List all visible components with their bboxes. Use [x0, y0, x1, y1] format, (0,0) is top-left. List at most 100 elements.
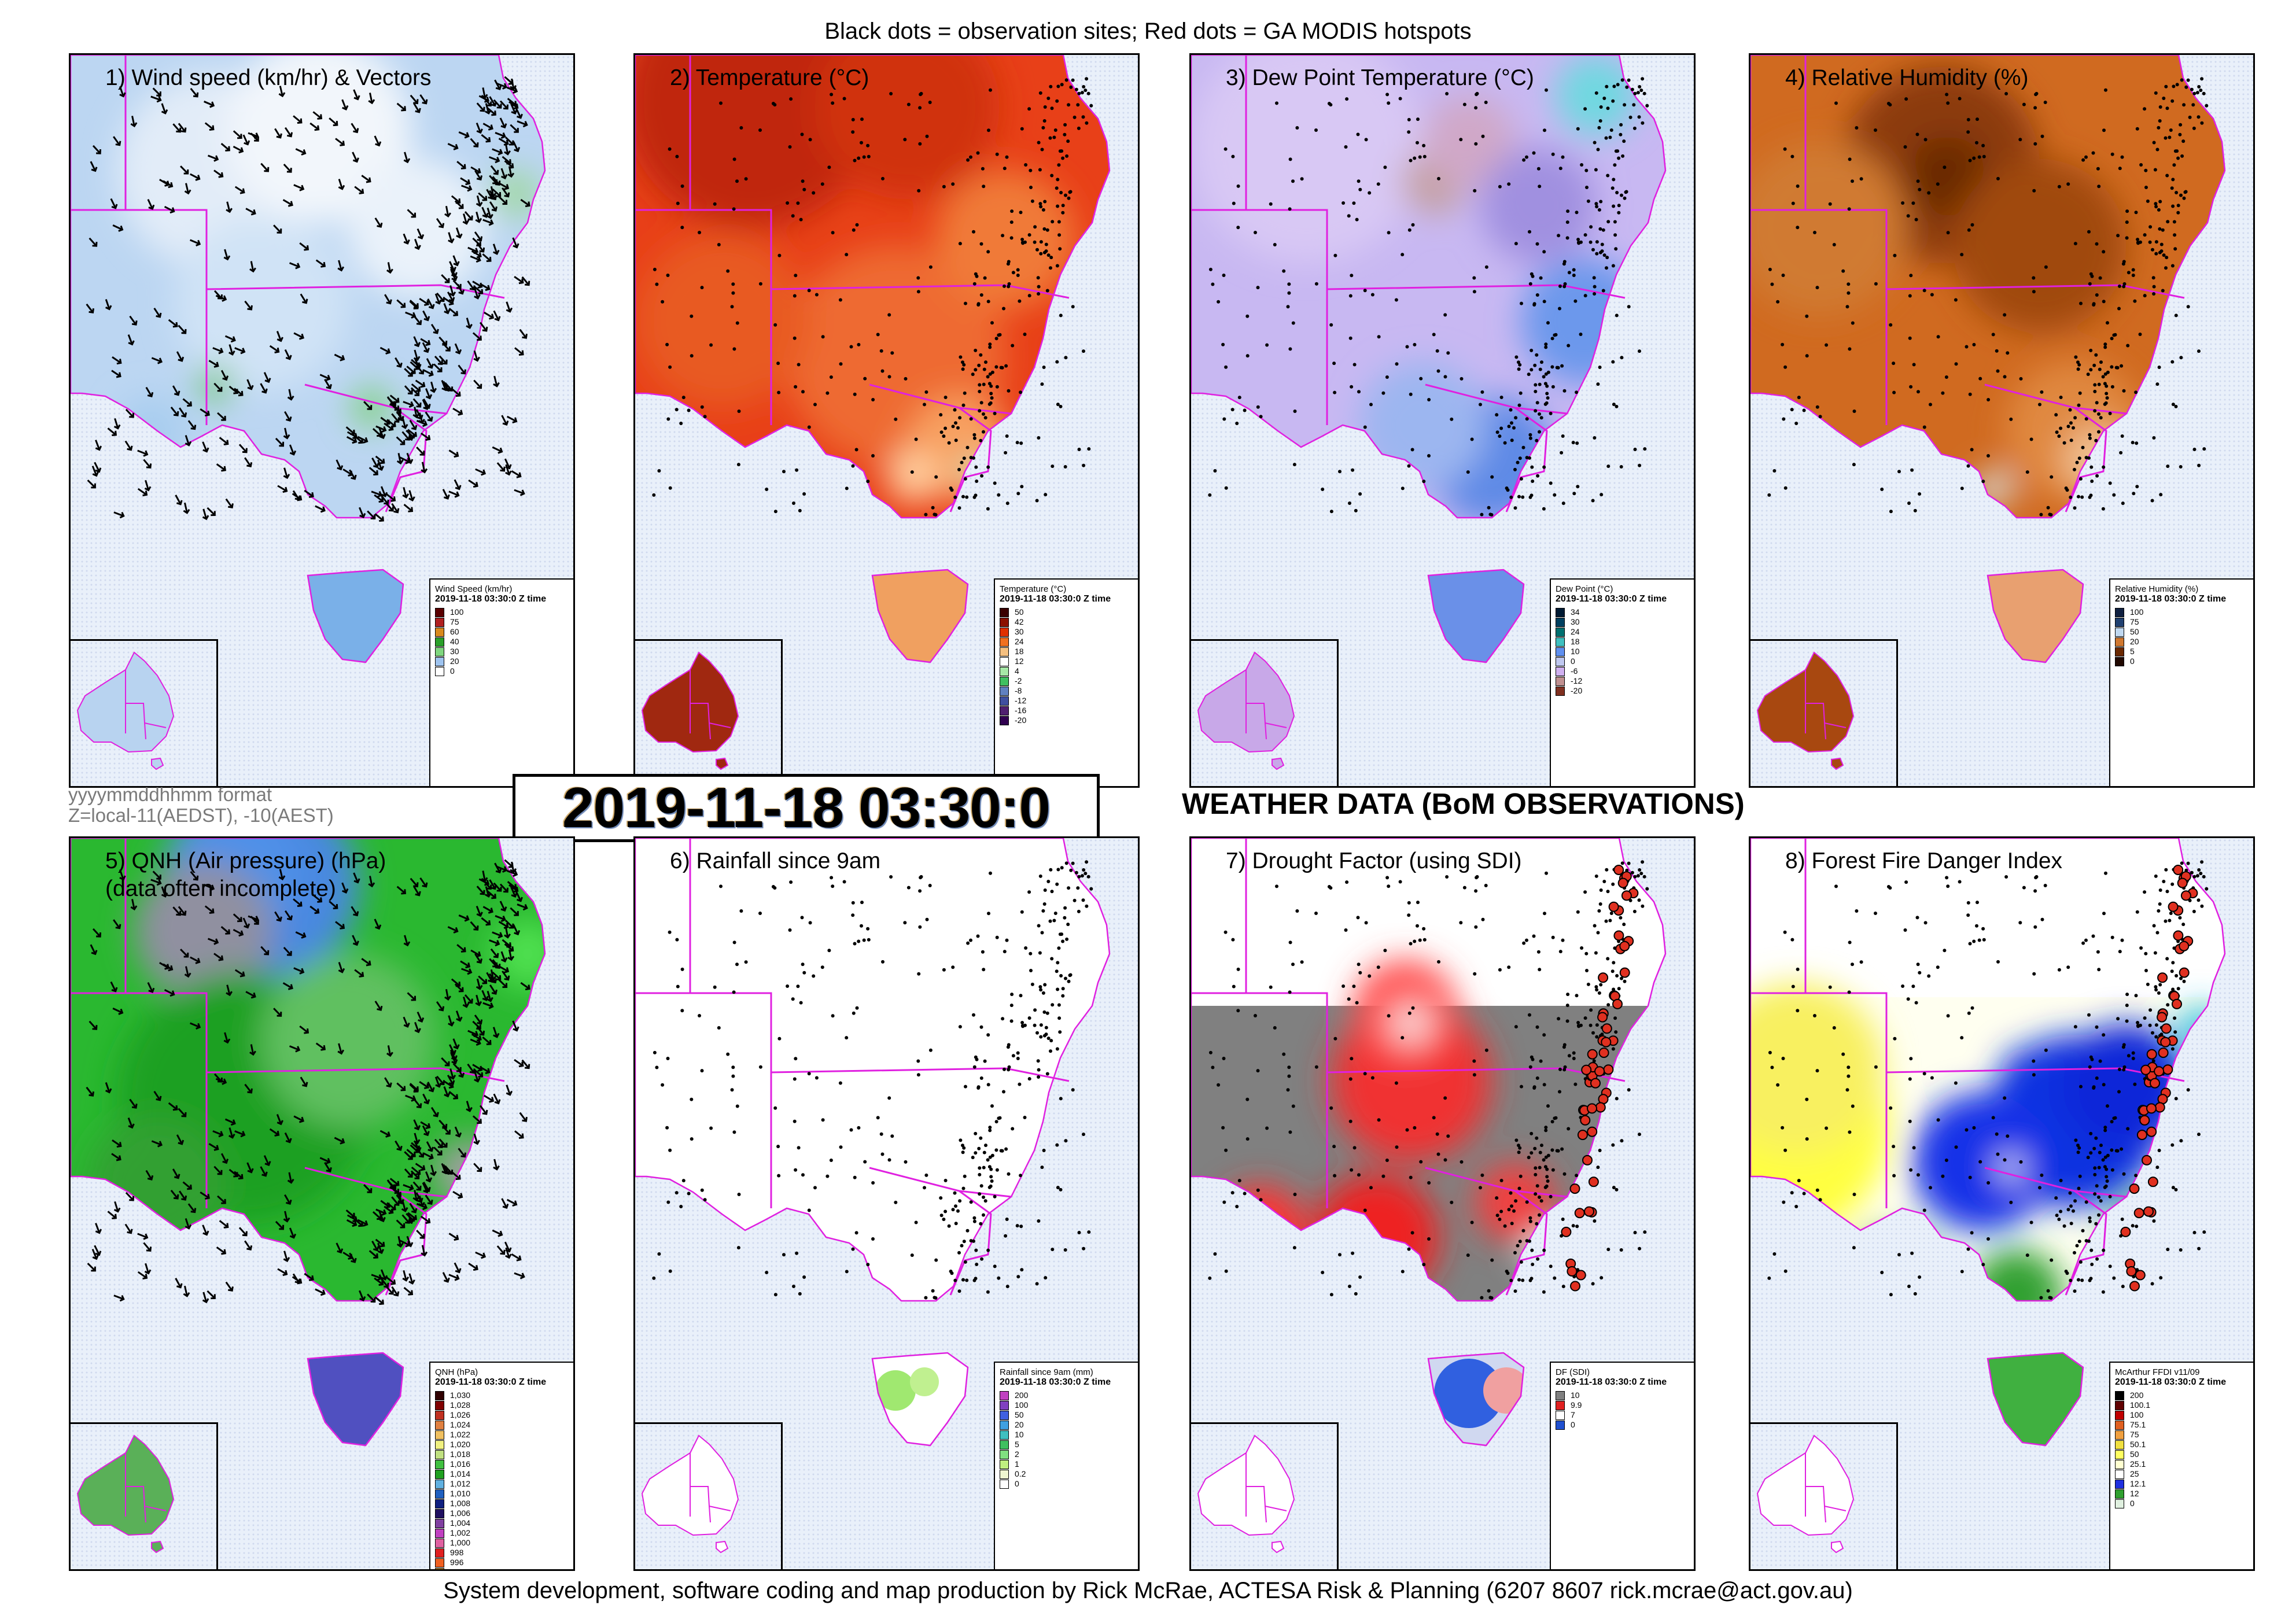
legend-item: 0.2	[1000, 1469, 1134, 1479]
data-field	[117, 396, 186, 466]
site-dot	[1851, 321, 1855, 325]
site-dot	[2110, 365, 2114, 369]
wind-vector	[425, 411, 433, 422]
site-dot	[1594, 168, 1598, 172]
site-dot	[1035, 1282, 1039, 1286]
site-dot	[1342, 201, 1346, 205]
site-dot	[1085, 860, 1089, 864]
wind-vector	[334, 1137, 345, 1145]
wind-vector	[391, 1286, 400, 1297]
site-dot	[976, 151, 980, 155]
site-dot	[2152, 924, 2156, 928]
coastline	[1987, 569, 2084, 663]
site-dot	[1534, 1172, 1538, 1176]
site-dot	[666, 274, 670, 277]
site-dot	[2199, 872, 2203, 876]
site-dot	[1534, 409, 1538, 413]
wind-vector	[163, 180, 174, 189]
wind-vector	[403, 1287, 414, 1296]
site-dot	[1975, 141, 1978, 145]
wind-vector	[112, 1139, 122, 1148]
legend-label: 18	[1571, 637, 1580, 646]
legend-swatch	[435, 1499, 444, 1508]
site-dot	[903, 921, 907, 925]
site-dot	[1089, 104, 1093, 108]
site-dot	[2066, 1208, 2070, 1212]
site-dot	[2159, 493, 2163, 497]
site-dot	[1623, 196, 1627, 200]
wind-vector	[411, 1166, 421, 1175]
site-dot	[1413, 1126, 1417, 1130]
site-dot	[1943, 949, 1947, 953]
site-dot	[1038, 168, 1042, 172]
wind-vector	[246, 379, 254, 390]
legend-item: 1,002	[435, 1528, 569, 1538]
wind-vector	[283, 946, 292, 956]
site-dot	[979, 1076, 983, 1080]
site-dot	[2044, 1048, 2048, 1052]
observation-sites	[652, 77, 1093, 517]
site-dot	[794, 1057, 798, 1061]
site-dot	[958, 1025, 962, 1029]
site-dot	[802, 492, 806, 496]
site-dot	[1535, 242, 1539, 246]
legend-swatch	[435, 1469, 444, 1479]
legend-item: 100	[2115, 607, 2249, 617]
site-dot	[1889, 1106, 1893, 1110]
site-dot	[1847, 291, 1851, 295]
legend-swatch	[435, 656, 444, 666]
wind-vector	[409, 419, 418, 430]
site-dot	[1533, 1146, 1537, 1150]
site-dot	[1409, 1175, 1413, 1179]
data-field	[134, 861, 273, 1000]
site-dot	[1543, 128, 1546, 132]
site-dot	[1435, 349, 1439, 353]
wind-vector	[90, 944, 98, 956]
site-dot	[1909, 274, 1913, 278]
site-dot	[1915, 916, 1919, 920]
wind-vector	[423, 398, 431, 410]
site-dot	[918, 106, 922, 110]
site-dot	[1561, 1285, 1565, 1289]
site-dot	[2102, 1083, 2106, 1087]
site-dot	[1043, 983, 1047, 987]
site-dot	[2040, 390, 2044, 394]
site-dot	[1033, 225, 1037, 229]
site-dot	[1522, 941, 1526, 945]
legend-item: 996	[435, 1558, 569, 1567]
site-dot	[1519, 391, 1523, 395]
legend-swatch	[1556, 627, 1565, 637]
legend-label: 1,030	[450, 1390, 471, 1400]
date-format-note: yyyymmddhhmm format Z=local-11(AEDST), -…	[68, 784, 334, 826]
site-dot	[1038, 985, 1042, 989]
site-dot	[1636, 91, 1640, 95]
wind-vector	[175, 1278, 183, 1289]
site-dot	[1535, 1076, 1539, 1080]
site-dot	[1480, 1173, 1484, 1177]
site-dot	[1546, 1104, 1550, 1108]
hotspot-dot	[1608, 901, 1619, 912]
site-dot	[2032, 972, 2036, 976]
wind-vector	[391, 503, 400, 514]
wind-vector	[371, 1274, 382, 1281]
site-dot	[924, 1296, 928, 1300]
site-dot	[2179, 193, 2183, 197]
site-dot	[1612, 961, 1616, 965]
site-dot	[1029, 168, 1033, 172]
hotspot-dot	[2146, 1049, 2157, 1060]
site-dot	[666, 1057, 670, 1060]
site-dot	[963, 1174, 967, 1178]
site-dot	[2032, 189, 2036, 193]
site-dot	[1615, 404, 1619, 408]
site-dot	[1003, 167, 1007, 171]
legend-swatch	[435, 1449, 444, 1459]
site-dot	[1082, 349, 1085, 353]
site-dot	[2172, 84, 2176, 88]
site-dot	[2103, 342, 2107, 346]
site-dot	[2022, 102, 2026, 106]
site-dot	[1539, 416, 1543, 420]
site-dot	[1046, 1036, 1051, 1041]
legend-title: DF (SDI)	[1556, 1367, 1590, 1377]
site-dot	[777, 1174, 781, 1178]
site-dot	[2046, 1289, 2050, 1293]
